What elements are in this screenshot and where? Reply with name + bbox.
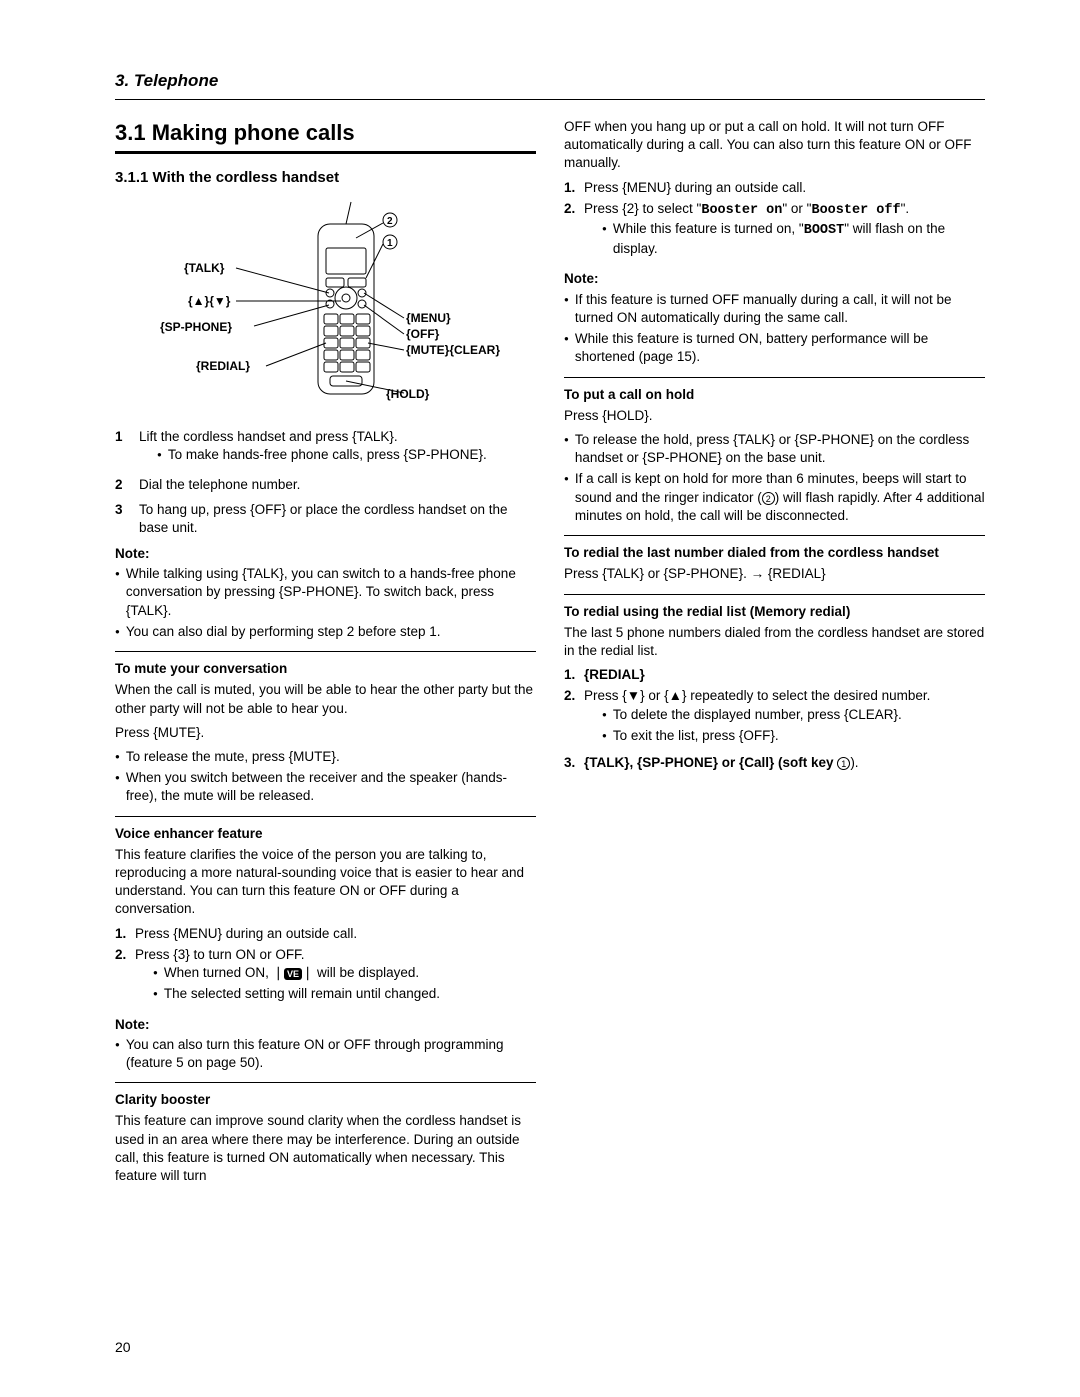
chapter-header: 3. Telephone [115,70,985,100]
step-3-text: To hang up, press {OFF} or place the cor… [139,502,507,535]
redial-last-heading: To redial the last number dialed from th… [564,544,985,562]
ve-intro: This feature clarifies the voice of the … [115,846,536,919]
softkey-1-icon: 1 [837,757,850,770]
redial-list-steps: 1.{REDIAL} 2. Press {▼} or {▲} repeatedl… [564,666,985,772]
right-column: OFF when you hang up or put a call on ho… [564,118,985,1191]
note-1-list: While talking using {TALK}, you can swit… [115,565,536,641]
svg-text:{HOLD}: {HOLD} [386,387,430,401]
svg-text:{MENU}: {MENU} [406,311,451,325]
cb-heading: Clarity booster [115,1091,536,1109]
redial-list-intro: The last 5 phone numbers dialed from the… [564,624,985,660]
ve-heading: Voice enhancer feature [115,825,536,843]
indicator-2-icon: 2 [762,492,775,505]
cb-cont: OFF when you hang up or put a call on ho… [564,118,985,173]
ve-steps: 1.Press {MENU} during an outside call. 2… [115,925,536,1010]
section-title: 3.1 Making phone calls [115,118,536,148]
svg-text:{OFF}: {OFF} [406,327,440,341]
svg-text:2: 2 [387,216,393,227]
title-rule [115,151,536,154]
hold-bullets: To release the hold, press {TALK} or {SP… [564,431,985,525]
hold-heading: To put a call on hold [564,386,985,404]
svg-text:{REDIAL}: {REDIAL} [196,359,250,373]
step-1-text: Lift the cordless handset and press {TAL… [139,429,398,444]
svg-text:{MUTE}{CLEAR}: {MUTE}{CLEAR} [406,343,500,357]
redial-list-heading: To redial using the redial list (Memory … [564,603,985,621]
step-2-text: Dial the telephone number. [139,477,300,492]
divider [564,377,985,378]
mute-bullets: To release the mute, press {MUTE}. When … [115,748,536,806]
handset-diagram: {TALK} {▲}{▼} {SP-PHONE} {REDIAL} {MENU}… [146,198,506,418]
page-number: 20 [115,1338,131,1357]
ve-note: You can also turn this feature ON or OFF… [115,1036,536,1072]
cb-steps: 1.Press {MENU} during an outside call. 2… [564,179,985,265]
svg-text:1: 1 [387,238,393,249]
divider [564,594,985,595]
ve-icon: VE [284,968,302,980]
note-label: Note: [115,1016,536,1034]
note-label: Note: [564,270,985,288]
cb-notes: If this feature is turned OFF manually d… [564,291,985,367]
note-label: Note: [115,545,536,563]
cb-intro: This feature can improve sound clarity w… [115,1112,536,1185]
main-steps: 1 Lift the cordless handset and press {T… [115,428,536,537]
left-column: 3.1 Making phone calls 3.1.1 With the co… [115,118,536,1191]
svg-text:{TALK}: {TALK} [184,261,225,275]
svg-text:{▲}{▼}: {▲}{▼} [188,294,231,308]
mute-press: Press {MUTE}. [115,724,536,742]
divider [564,535,985,536]
redial-last-text: Press {TALK} or {SP-PHONE}. → {REDIAL} [564,565,985,583]
divider [115,1082,536,1083]
subsection-title: 3.1.1 With the cordless handset [115,168,536,188]
mute-intro: When the call is muted, you will be able… [115,681,536,717]
step-1-sub: To make hands-free phone calls, press {S… [168,446,487,464]
divider [115,651,536,652]
svg-text:{SP-PHONE}: {SP-PHONE} [160,320,232,334]
hold-press: Press {HOLD}. [564,407,985,425]
divider [115,816,536,817]
mute-heading: To mute your conversation [115,660,536,678]
